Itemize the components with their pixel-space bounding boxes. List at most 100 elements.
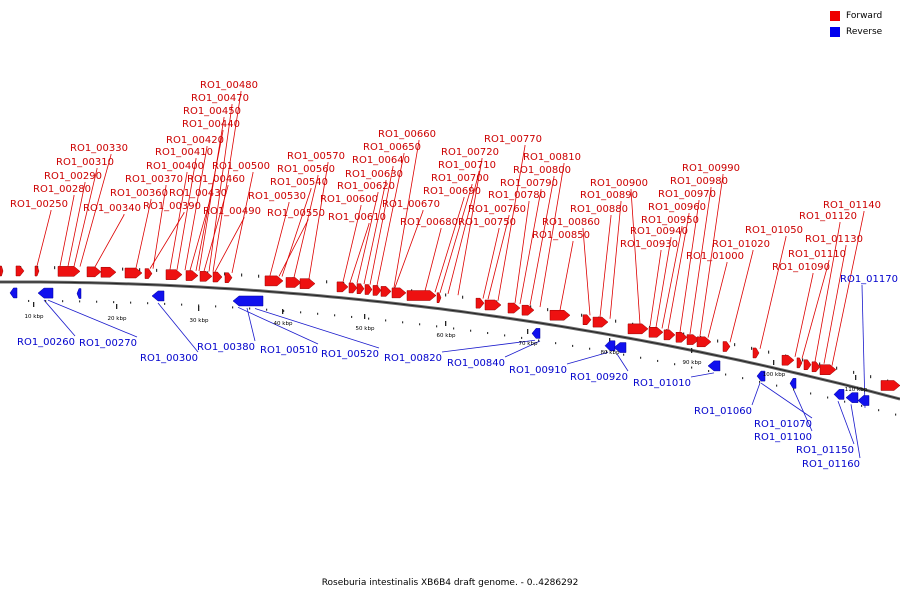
minor-tick <box>853 370 855 374</box>
minor-tick <box>215 305 217 308</box>
minor-tick <box>258 274 260 278</box>
scale-tick <box>116 304 118 309</box>
forward-gene-label: RO1_00420 <box>166 135 224 146</box>
minor-tick <box>742 377 744 380</box>
scale-tick <box>33 302 35 307</box>
forward-leader-line <box>349 223 370 283</box>
minor-tick <box>819 362 821 366</box>
forward-leader-line <box>482 228 500 299</box>
forward-leader-line <box>655 237 672 328</box>
minor-tick <box>113 301 115 304</box>
reverse-leader-line <box>751 382 761 406</box>
reverse-leader-line <box>760 382 813 419</box>
minor-tick <box>54 266 56 270</box>
forward-leader-line <box>609 201 622 319</box>
forward-leader-line <box>356 192 379 284</box>
forward-leader-line <box>823 245 847 364</box>
forward-gene-arrow <box>781 354 795 366</box>
forward-leader-line <box>281 188 312 277</box>
forward-gene-arrow <box>86 266 102 278</box>
forward-leader-line <box>729 250 754 343</box>
forward-gene-label: RO1_00600 <box>320 194 378 205</box>
forward-gene-label: RO1_00710 <box>438 160 496 171</box>
forward-gene-label: RO1_00290 <box>44 171 102 182</box>
forward-leader-line <box>376 153 405 286</box>
forward-gene-label: RO1_00950 <box>641 215 699 226</box>
minor-tick <box>717 339 719 343</box>
forward-gene-label: RO1_00770 <box>484 134 542 145</box>
reverse-gene-label: RO1_00380 <box>197 342 255 353</box>
reverse-leader-line <box>566 352 609 365</box>
forward-gene-label: RO1_00550 <box>267 208 325 219</box>
genome-backbone-core <box>0 281 900 400</box>
forward-gene-label: RO1_00800 <box>513 165 571 176</box>
minor-tick <box>419 323 421 326</box>
legend-forward: Forward <box>830 9 892 23</box>
forward-leader-line <box>661 226 683 329</box>
forward-gene-label: RO1_00440 <box>182 119 240 130</box>
minor-tick <box>266 308 268 311</box>
forward-gene-arrow <box>627 323 649 335</box>
reverse-leader-line <box>616 353 629 372</box>
forward-leader-line <box>582 228 591 316</box>
forward-gene-arrow <box>124 267 143 279</box>
forward-gene-label: RO1_00400 <box>146 161 204 172</box>
minor-tick <box>122 267 124 271</box>
reverse-gene-label: RO1_00840 <box>447 358 505 369</box>
forward-leader-line <box>176 158 197 270</box>
forward-leader-line <box>434 197 465 293</box>
forward-gene-label: RO1_00530 <box>248 191 306 202</box>
forward-leader-line <box>630 189 641 325</box>
forward-gene-arrow <box>648 327 664 338</box>
forward-gene-label: RO1_00630 <box>345 169 403 180</box>
forward-gene-arrow <box>675 332 688 343</box>
forward-gene-label: RO1_00720 <box>441 147 499 158</box>
reverse-leader-line <box>47 299 138 338</box>
forward-gene-label: RO1_00500 <box>212 161 270 172</box>
forward-gene-label: RO1_00450 <box>183 106 241 117</box>
forward-gene-label: RO1_00760 <box>468 204 526 215</box>
forward-gene-arrow <box>722 341 731 352</box>
reverse-gene-label: RO1_00510 <box>260 345 318 356</box>
minor-tick <box>156 268 158 272</box>
reverse-gene-arrow <box>37 287 54 299</box>
forward-leader-line <box>689 187 712 335</box>
minor-tick <box>96 300 98 303</box>
reverse-leader-line <box>254 308 380 349</box>
reverse-gene-label: RO1_01060 <box>694 406 752 417</box>
forward-gene-label: RO1_00330 <box>70 143 128 154</box>
forward-leader-line <box>559 241 574 311</box>
forward-gene-label: RO1_00890 <box>580 190 638 201</box>
forward-gene-arrow <box>199 271 213 282</box>
minor-tick <box>385 319 387 322</box>
minor-tick <box>521 336 523 339</box>
minor-tick <box>326 280 328 284</box>
minor-tick <box>62 300 64 303</box>
minor-tick <box>351 315 353 318</box>
forward-leader-line <box>203 185 229 272</box>
forward-leader-line <box>195 130 224 271</box>
forward-gene-label: RO1_00750 <box>458 217 516 228</box>
reverse-gene-label: RO1_01150 <box>796 445 854 456</box>
reverse-leader-line <box>504 340 541 358</box>
forward-gene-arrow <box>34 265 40 277</box>
scale-label: 100 kbp <box>763 372 786 378</box>
forward-leader-line <box>487 215 510 300</box>
minor-tick <box>504 334 506 337</box>
forward-gene-label: RO1_00430 <box>169 188 227 199</box>
minor-tick <box>810 392 812 395</box>
reverse-gene-label: RO1_00260 <box>17 337 75 348</box>
forward-gene-arrow <box>165 269 183 280</box>
forward-leader-line <box>759 236 787 349</box>
forward-leader-line <box>539 163 565 308</box>
reverse-leader-line <box>690 372 715 378</box>
forward-gene-arrow <box>285 277 302 288</box>
minor-tick <box>615 319 617 323</box>
forward-gene-label: RO1_00410 <box>155 147 213 158</box>
minor-tick <box>708 370 710 372</box>
minor-tick <box>589 347 591 350</box>
forward-gene-arrow <box>391 287 407 299</box>
minor-tick <box>283 309 285 312</box>
minor-tick <box>453 327 455 330</box>
